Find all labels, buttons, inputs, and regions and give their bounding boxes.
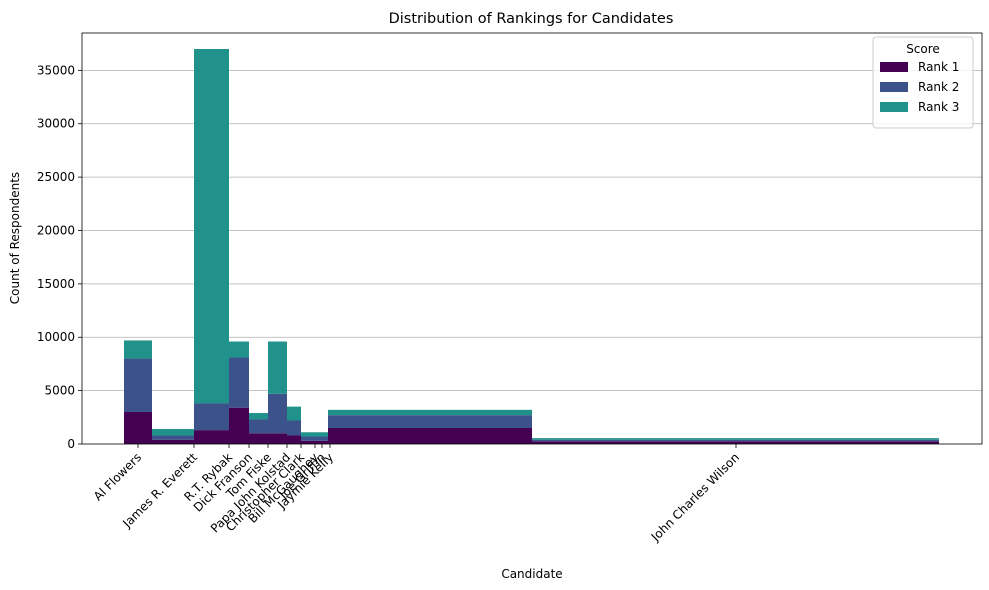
bar-segment	[124, 411, 152, 444]
bar-segment	[152, 439, 194, 444]
bar-segment	[532, 438, 939, 440]
legend-swatch	[880, 102, 908, 112]
bar-segment	[328, 427, 532, 444]
bar-segment	[287, 420, 301, 436]
bar-segment	[268, 433, 287, 444]
bar-segment	[152, 435, 194, 440]
bar-segment	[532, 441, 939, 444]
bar-segment	[301, 436, 315, 441]
bar-segment	[194, 430, 229, 444]
y-axis-title: Count of Respondents	[8, 172, 22, 304]
y-tick-label: 15000	[37, 277, 75, 291]
x-tick-label: Al Flowers	[91, 450, 144, 503]
bar-segment	[315, 436, 328, 441]
y-tick-label: 20000	[37, 223, 75, 237]
bar-segment	[301, 432, 315, 437]
y-tick-label: 30000	[37, 117, 75, 131]
legend-label: Rank 3	[918, 100, 959, 114]
bar-segment	[249, 413, 268, 420]
axes-layer: 0 5000 10000 15000 20000 25000 30000 35000 Al Fl…	[37, 32, 983, 545]
chart-title: Distribution of Rankings for Candidates	[389, 11, 674, 27]
bar-segment	[287, 435, 301, 444]
bar-segment	[249, 433, 268, 444]
legend-label: Rank 2	[918, 80, 959, 94]
bar-segment	[315, 432, 328, 437]
bar-segment	[249, 419, 268, 434]
legend-label: Rank 1	[918, 60, 959, 74]
bar-segment	[315, 440, 328, 444]
y-tick-label: 35000	[37, 63, 75, 77]
bar-segment	[287, 406, 301, 421]
y-tick-label: 10000	[37, 330, 75, 344]
bars-layer	[124, 49, 939, 444]
bar-segment	[229, 407, 249, 444]
bar-segment	[229, 341, 249, 358]
x-axis-title: Candidate	[501, 567, 562, 581]
y-tick-label: 0	[67, 437, 75, 451]
x-tick-label: John Charles Wilson	[648, 450, 742, 544]
y-tick-label: 5000	[44, 384, 75, 398]
bar-segment	[229, 357, 249, 408]
legend-swatch	[880, 62, 908, 72]
bar-segment	[532, 439, 939, 442]
y-tick-label: 25000	[37, 170, 75, 184]
legend: Score Rank 1 Rank 2 Rank 3	[872, 36, 974, 129]
bar-segment	[328, 409, 532, 416]
bar-segment	[194, 49, 229, 404]
grid-layer	[82, 69, 982, 392]
bar-segment	[328, 415, 532, 428]
bar-segment	[152, 429, 194, 436]
bar-segment	[194, 403, 229, 431]
plot-frame	[81, 32, 983, 445]
bar-segment	[301, 440, 315, 444]
bar-segment	[124, 340, 152, 359]
legend-title: Score	[906, 42, 940, 56]
legend-swatch	[880, 82, 908, 92]
bar-segment	[268, 393, 287, 434]
bar-segment	[124, 358, 152, 412]
bar-segment	[268, 341, 287, 394]
